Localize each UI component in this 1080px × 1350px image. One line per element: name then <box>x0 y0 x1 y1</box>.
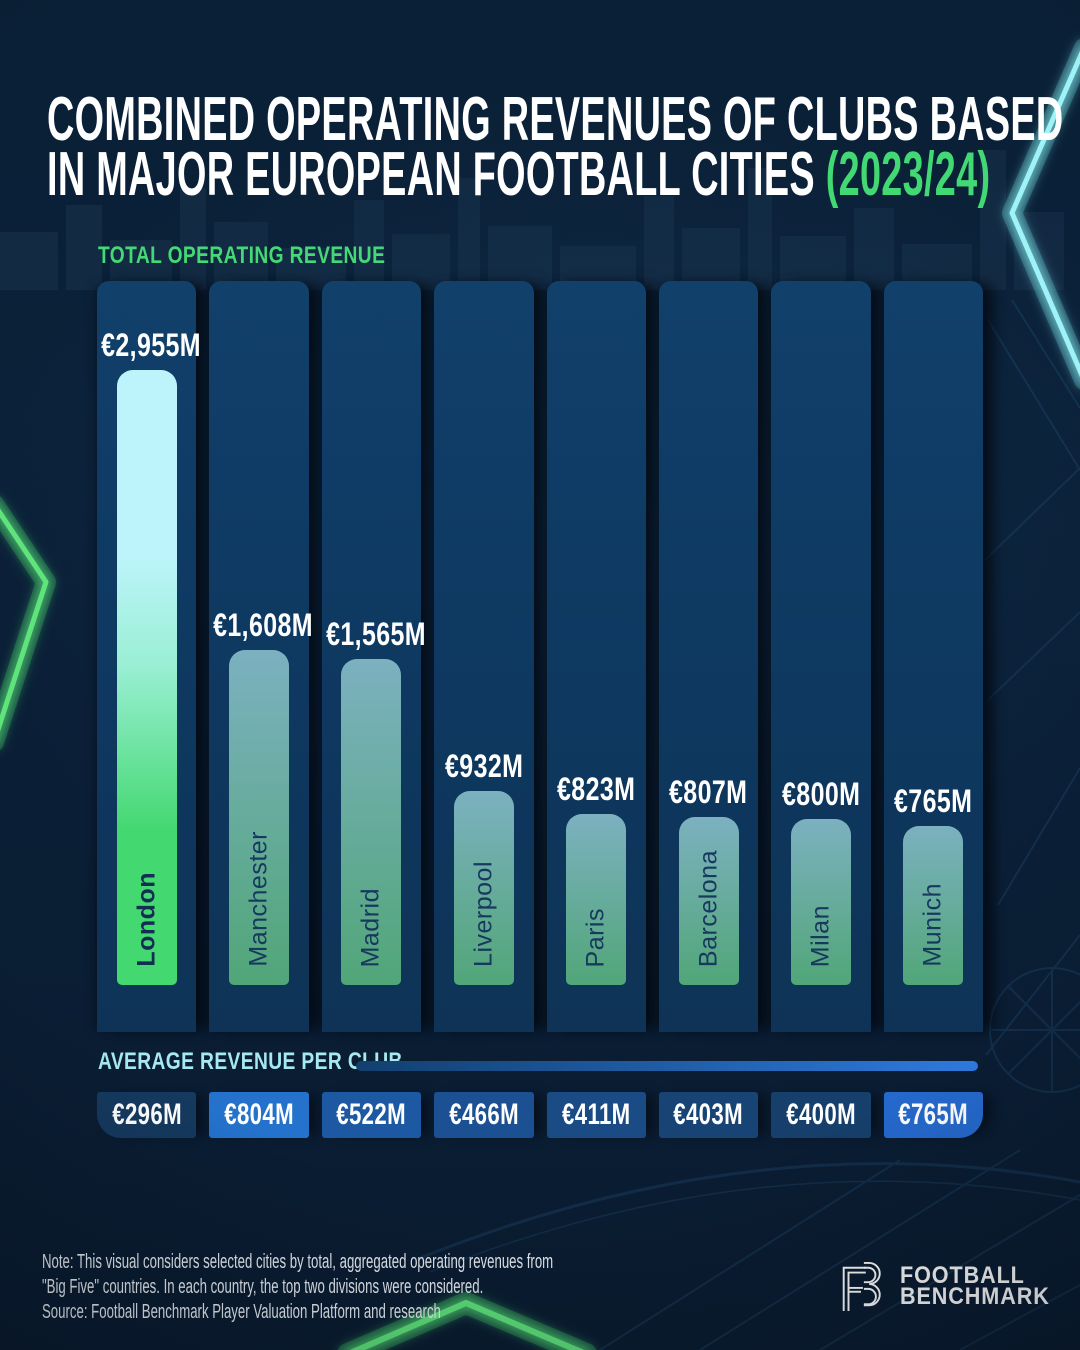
average-chip-munich: €765M <box>883 1092 983 1138</box>
skyline-silhouette <box>0 150 1064 290</box>
city-label: Liverpool <box>469 861 498 967</box>
city-label: Madrid <box>356 887 385 967</box>
title-season: (2023/24) <box>825 139 991 209</box>
total-value-label: €932M <box>444 748 523 784</box>
revenue-bar: Barcelona <box>678 817 739 985</box>
revenue-bar: London <box>116 370 177 985</box>
revenue-bar: Paris <box>566 814 627 985</box>
page-title: COMBINED OPERATING REVENUES OF CLUBS BAS… <box>47 84 1080 205</box>
average-chip-manchester: €804M <box>209 1092 309 1138</box>
total-value-label: €807M <box>669 774 748 810</box>
revenue-bar: Manchester <box>229 650 290 985</box>
city-label: Milan <box>806 904 835 967</box>
fb-monogram-icon <box>842 1261 881 1311</box>
footnote-line-1: Note: This visual considers selected cit… <box>42 1251 554 1273</box>
footnote-line-2: "Big Five" countries. In each country, t… <box>42 1276 484 1298</box>
city-column-barcelona: €807M Barcelona <box>658 281 759 1032</box>
average-chip-paris: €411M <box>546 1092 646 1138</box>
footnote-source: Source: Football Benchmark Player Valuat… <box>42 1301 441 1323</box>
average-chip-liverpool: €466M <box>434 1092 534 1138</box>
logo-line-2: BENCHMARK <box>900 1283 1050 1310</box>
city-column-milan: €800M Milan <box>771 281 871 1032</box>
city-label: Manchester <box>244 831 273 967</box>
total-value-label: €800M <box>781 776 861 812</box>
city-column-paris: €823M Paris <box>546 281 646 1032</box>
city-column-manchester: €1,608M Manchester <box>209 281 313 1032</box>
revenue-bar: Madrid <box>341 659 402 985</box>
average-chip-barcelona: €403M <box>658 1092 759 1138</box>
title-line-1: COMBINED OPERATING REVENUES OF CLUBS BAS… <box>47 84 1064 154</box>
total-value-label: €2,955M <box>101 327 201 363</box>
city-column-madrid: €1,565M Madrid <box>321 281 425 1032</box>
total-value-label: €765M <box>894 783 973 819</box>
revenue-bar: Munich <box>903 826 964 985</box>
total-value-label: €823M <box>557 771 636 807</box>
average-section-divider <box>356 1061 978 1071</box>
neon-cyan-chevron <box>1002 38 1080 390</box>
footnote: Note: This visual considers selected cit… <box>42 1250 553 1325</box>
total-value-label: €1,608M <box>213 607 314 643</box>
average-revenue-label: AVERAGE REVENUE PER CLUB <box>98 1048 403 1075</box>
total-operating-revenue-label: TOTAL OPERATING REVENUE <box>98 242 386 269</box>
title-line-2-text: IN MAJOR EUROPEAN FOOTBALL CITIES <box>47 139 826 209</box>
city-column-munich: €765M Munich <box>883 281 983 1032</box>
city-label: Paris <box>581 907 610 967</box>
revenue-bar-chart: €2,955M London €1,608M Manchester €1,565… <box>97 281 983 1032</box>
city-label: Barcelona <box>694 849 723 967</box>
logo-wordmark: FOOTBALL BENCHMARK <box>900 1262 1050 1310</box>
average-chip-london: €296M <box>97 1092 197 1138</box>
stadium-truss <box>419 299 1080 1350</box>
football-benchmark-logo: FOOTBALL BENCHMARK <box>836 1260 1066 1312</box>
average-revenue-row: €296M €804M €522M €466M €411M €403M €400… <box>97 1092 983 1138</box>
city-column-liverpool: €932M Liverpool <box>434 281 534 1032</box>
total-value-label: €1,565M <box>325 616 426 652</box>
neon-green-chevron <box>0 496 56 750</box>
city-column-london: €2,955M London <box>97 281 201 1032</box>
average-chip-milan: €400M <box>771 1092 871 1138</box>
revenue-bar: Liverpool <box>453 791 514 985</box>
neon-green-triangle <box>337 1292 597 1350</box>
average-chip-madrid: €522M <box>321 1092 422 1138</box>
title-line-2: IN MAJOR EUROPEAN FOOTBALL CITIES (2023/… <box>47 143 1064 205</box>
city-label: London <box>132 872 161 967</box>
revenue-bar: Milan <box>790 819 851 985</box>
city-label: Munich <box>918 883 947 967</box>
logo-line-1: FOOTBALL <box>900 1262 1025 1289</box>
